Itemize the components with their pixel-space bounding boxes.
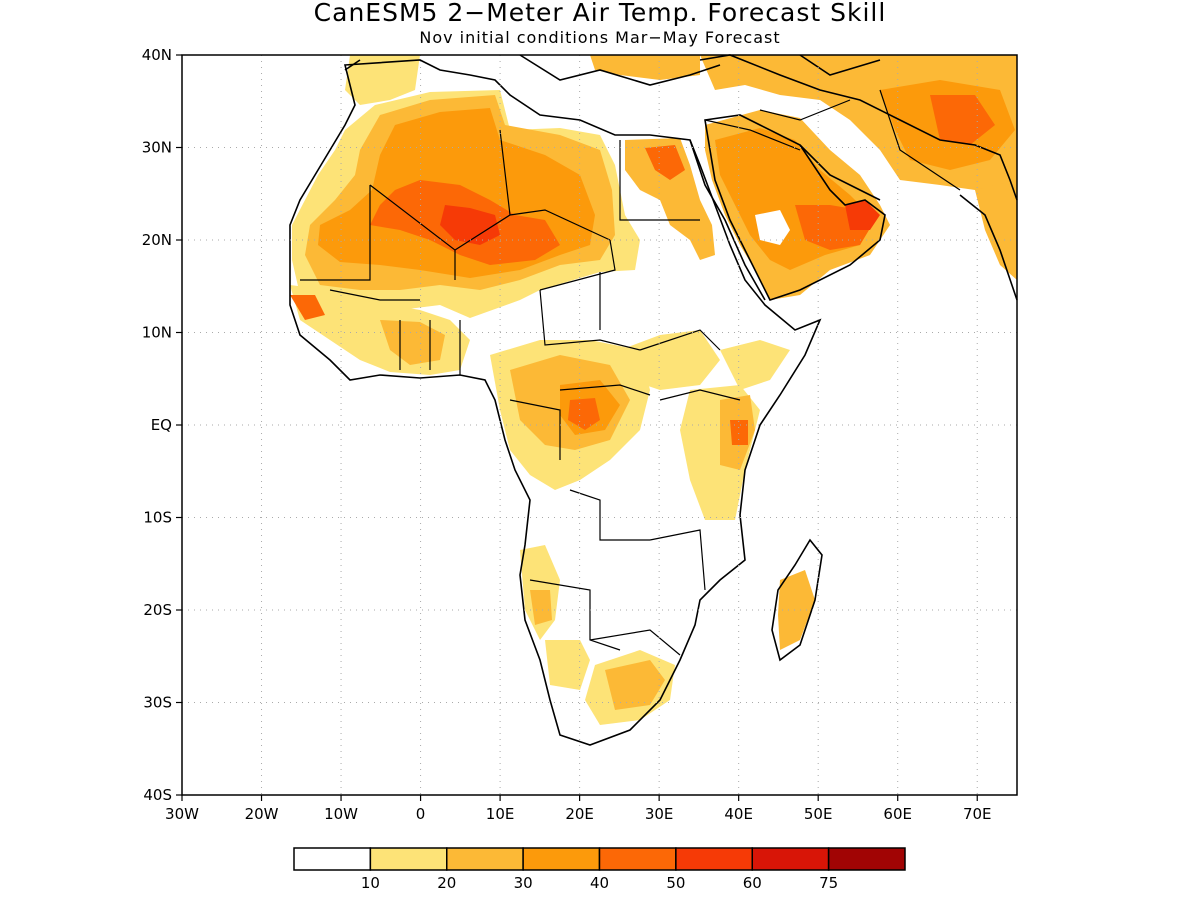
madagascar-coastline <box>771 538 823 662</box>
lon-tick-label: 10E <box>486 805 515 823</box>
colorbar-swatch <box>598 847 677 871</box>
coastlines <box>289 54 1018 746</box>
lon-tick-label: 20W <box>245 805 279 823</box>
colorbar-label: 75 <box>819 874 838 892</box>
colorbar-label: 30 <box>514 874 533 892</box>
lat-tick-label: 30S <box>143 694 172 712</box>
lon-tick-label: 50E <box>804 805 833 823</box>
skill-region-india <box>975 180 1017 280</box>
lat-tick-label: 40N <box>142 46 172 64</box>
colorbar-labels: 10 20 30 40 50 60 75 <box>361 874 838 892</box>
lon-tick-label: 60E <box>883 805 912 823</box>
red-sea-coast <box>689 139 766 301</box>
skill-region-arabia-60 <box>845 200 880 230</box>
lat-tick-label: 10N <box>142 324 172 342</box>
map-subtitle: Nov initial conditions Mar−May Forecast <box>419 28 781 47</box>
lat-tick-label: 40S <box>143 786 172 804</box>
skill-shading <box>290 55 1017 725</box>
lon-tick-label: 70E <box>963 805 992 823</box>
lon-tick-label: 10W <box>324 805 358 823</box>
lon-tick-label: 0 <box>416 805 426 823</box>
lon-tick-label: 20E <box>565 805 594 823</box>
lon-tick-label: 40E <box>724 805 753 823</box>
skill-region-med-north <box>590 55 700 80</box>
skill-region-westafrica-30 <box>380 320 445 365</box>
skill-region-namibia-30 <box>530 590 552 625</box>
colorbar-swatch <box>369 847 448 871</box>
border-lines <box>300 89 961 656</box>
skill-region-sahara-60 <box>440 205 500 245</box>
skill-region-ethiopia <box>620 330 720 390</box>
skill-region-senegal <box>290 295 325 320</box>
lat-tick-label: 20N <box>142 231 172 249</box>
colorbar-swatch <box>293 847 372 871</box>
lon-tick-label: 30W <box>165 805 199 823</box>
mideast-coastline <box>699 54 1018 201</box>
latitude-labels: 40N 30N 20N 10N EQ 10S 20S 30S 40S <box>142 46 172 804</box>
longitude-labels: 30W 20W 10W 0 10E 20E 30E 40E 50E 60E 70E <box>165 805 991 823</box>
skill-region-arabia-white <box>755 210 790 245</box>
skill-region-southafrica-30 <box>605 660 665 710</box>
lat-tick-label: 10S <box>143 509 172 527</box>
skill-region-madagascar <box>778 570 815 650</box>
skill-region-egypt-50 <box>645 145 685 180</box>
india-coastline <box>959 194 1018 301</box>
colorbar-swatch <box>751 847 830 871</box>
colorbar <box>293 847 906 871</box>
colorbar-label: 40 <box>590 874 609 892</box>
skill-region-central-50 <box>568 398 600 430</box>
africa-coastline <box>289 59 822 746</box>
country-borders <box>300 89 961 656</box>
map-title: CanESM5 2−Meter Air Temp. Forecast Skill <box>313 0 887 27</box>
skill-region-horn <box>720 340 790 390</box>
colorbar-label: 10 <box>361 874 380 892</box>
skill-region-mideast-50 <box>930 95 995 145</box>
europe-coastline <box>344 54 881 86</box>
colorbar-swatch <box>522 847 601 871</box>
lat-tick-label: EQ <box>151 416 172 434</box>
skill-region-botswana <box>545 640 590 690</box>
colorbar-label: 60 <box>743 874 762 892</box>
skill-region-maghreb <box>345 55 420 105</box>
lon-tick-label: 30E <box>645 805 674 823</box>
axis-ticks <box>176 54 978 801</box>
skill-region-eastafrica-50 <box>730 420 748 445</box>
colorbar-swatch <box>446 847 524 871</box>
colorbar-label: 50 <box>666 874 685 892</box>
colorbar-swatch <box>675 847 753 871</box>
lat-tick-label: 30N <box>142 139 172 157</box>
lat-tick-label: 20S <box>143 601 172 619</box>
colorbar-swatch <box>827 847 906 871</box>
colorbar-label: 20 <box>437 874 456 892</box>
skill-region-egypt <box>625 138 715 260</box>
persian-gulf-coast <box>799 144 881 201</box>
